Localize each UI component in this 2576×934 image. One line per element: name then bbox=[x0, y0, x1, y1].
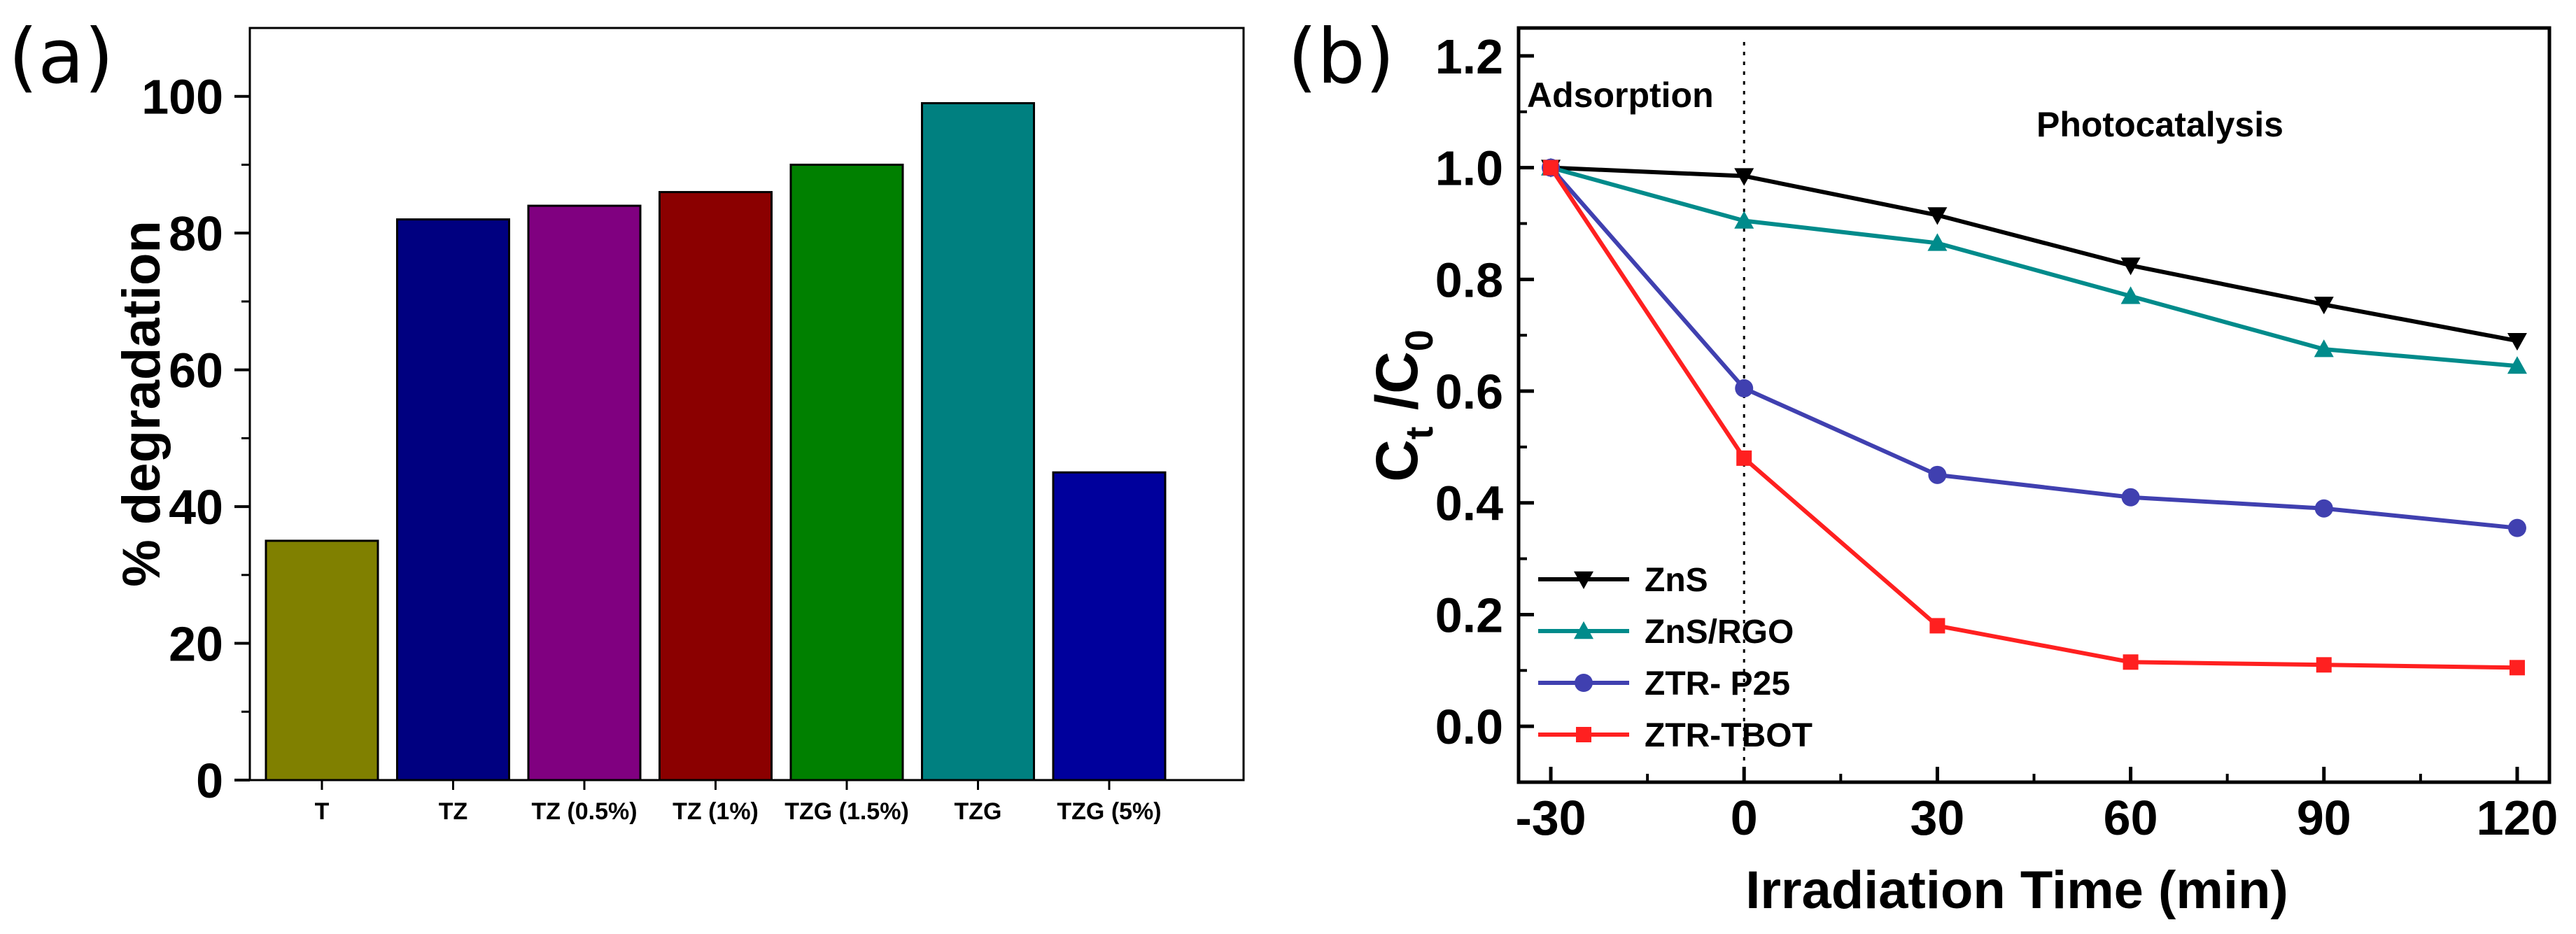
panel-a-label: (a) bbox=[8, 13, 113, 101]
legend-label: ZTR- P25 bbox=[1645, 665, 1790, 702]
y-tick-label: 20 bbox=[169, 617, 223, 672]
bar-1 bbox=[396, 218, 510, 781]
y-tick-label: 0.0 bbox=[1435, 700, 1503, 754]
panel-b-y-axis-title: Ct /C0 bbox=[1364, 330, 1441, 482]
annotation-adsorption: Adsorption bbox=[1527, 76, 1714, 115]
y-tick-label: 60 bbox=[169, 344, 223, 398]
y-tick-label: 0.6 bbox=[1435, 365, 1503, 419]
bar-3 bbox=[659, 191, 773, 781]
panel-b-y-ticks: 0.0 0.2 0.4 0.6 0.8 1.0 1.2 bbox=[1435, 29, 1534, 784]
panel-b-line-chart: (b) Adsorption Photocatalysis 0.00.20.40… bbox=[1288, 13, 2558, 920]
data-point bbox=[1927, 233, 1948, 251]
legend-swatch-marker bbox=[1575, 674, 1593, 692]
data-point bbox=[2123, 654, 2139, 670]
data-point bbox=[1927, 207, 1948, 225]
data-point bbox=[2120, 257, 2141, 276]
data-point bbox=[2120, 286, 2141, 304]
y-tick-label: 1.2 bbox=[1435, 29, 1503, 84]
series-3 bbox=[1543, 160, 2525, 676]
bar-6 bbox=[1052, 471, 1167, 781]
x-tick-label: 60 bbox=[2104, 791, 2158, 845]
x-tick-label: 90 bbox=[2297, 791, 2351, 845]
data-point bbox=[2507, 356, 2527, 374]
y-tick-label: 80 bbox=[169, 206, 223, 261]
y-tick-label: 0.4 bbox=[1435, 476, 1503, 531]
data-point bbox=[2507, 518, 2526, 537]
panel-a-y-axis-title: % degradation bbox=[112, 220, 171, 587]
y-tick-label: 0.8 bbox=[1435, 253, 1503, 307]
legend-entry-0: ZnS bbox=[1538, 562, 1708, 599]
legend-label: ZTR-TBOT bbox=[1645, 717, 1813, 754]
data-point bbox=[2507, 332, 2527, 351]
panel-b-series bbox=[1541, 157, 2527, 676]
x-tick-label: TZG bbox=[955, 798, 1002, 825]
data-point bbox=[2314, 297, 2334, 315]
x-tick-label: T bbox=[315, 798, 330, 825]
panel-a-bars bbox=[265, 102, 1167, 781]
series-line bbox=[1550, 165, 2518, 369]
data-point bbox=[2314, 499, 2333, 518]
legend-entry-2: ZTR- P25 bbox=[1538, 665, 1790, 702]
panel-a-y-ticks: 0 20 40 60 80 100 bbox=[141, 70, 250, 808]
data-point bbox=[2314, 339, 2334, 358]
x-tick-label: TZ (1%) bbox=[673, 798, 759, 825]
data-point bbox=[1929, 618, 1945, 634]
panel-b-label: (b) bbox=[1288, 13, 1395, 101]
y-tick-label: 1.0 bbox=[1435, 141, 1503, 196]
bar-2 bbox=[527, 204, 642, 781]
data-point bbox=[2509, 660, 2525, 676]
bar-0 bbox=[265, 539, 379, 781]
series-line bbox=[1550, 165, 2518, 344]
bar-4 bbox=[789, 163, 904, 781]
legend-swatch-marker bbox=[1576, 727, 1591, 742]
data-point bbox=[1736, 450, 1752, 466]
x-tick-label: 0 bbox=[1731, 791, 1758, 845]
svg-text:Ct /C0: Ct /C0 bbox=[1364, 330, 1441, 482]
y-tick-label: 0.2 bbox=[1435, 588, 1503, 642]
series-1 bbox=[1541, 157, 2527, 374]
x-tick-label: -30 bbox=[1515, 791, 1586, 845]
legend-label: ZnS/RGO bbox=[1645, 614, 1794, 651]
data-point bbox=[2121, 488, 2140, 507]
y-tick-label: 100 bbox=[141, 70, 223, 125]
x-tick-label: TZG (1.5%) bbox=[784, 798, 909, 825]
x-tick-label: 30 bbox=[1910, 791, 1964, 845]
data-point bbox=[2316, 657, 2332, 673]
panel-b-x-ticks: -30 0 30 60 90 120 bbox=[1515, 767, 2558, 845]
panel-b-x-axis-title: Irradiation Time (min) bbox=[1745, 861, 2288, 920]
data-point bbox=[1734, 168, 1754, 186]
annotation-photocatalysis: Photocatalysis bbox=[2036, 105, 2283, 144]
series-0 bbox=[1541, 160, 2527, 351]
legend-swatch-marker bbox=[1574, 621, 1593, 639]
legend-entry-3: ZTR-TBOT bbox=[1538, 717, 1813, 754]
series-line bbox=[1549, 166, 2518, 670]
panel-a-bar-chart: (a) 0 20 40 60 80 100 T TZ TZ (0.5%) TZ (1%) TZG … bbox=[8, 13, 1245, 825]
data-point bbox=[1734, 211, 1754, 229]
panel-b-legend: ZnS ZnS/RGO ZTR- P25 ZTR-TBOT bbox=[1538, 562, 1813, 754]
y-tick-label: 40 bbox=[169, 480, 223, 535]
series-line bbox=[1549, 166, 2518, 530]
data-point bbox=[1735, 379, 1754, 398]
x-tick-label: TZ (0.5%) bbox=[531, 798, 637, 825]
legend-entry-1: ZnS/RGO bbox=[1538, 614, 1794, 651]
series-2 bbox=[1542, 158, 2526, 537]
legend-label: ZnS bbox=[1645, 562, 1708, 599]
x-tick-label: TZG (5%) bbox=[1057, 798, 1161, 825]
data-point bbox=[1928, 465, 1947, 484]
y-tick-label: 0 bbox=[196, 753, 223, 808]
x-tick-label: 120 bbox=[2477, 791, 2559, 845]
panel-a-x-ticks: T TZ TZ (0.5%) TZ (1%) TZG (1.5%) TZG TZG (5%) bbox=[315, 780, 1162, 825]
bar-5 bbox=[921, 102, 1035, 781]
legend-swatch-marker bbox=[1574, 571, 1593, 589]
data-point bbox=[1543, 160, 1559, 176]
x-tick-label: TZ bbox=[439, 798, 468, 825]
